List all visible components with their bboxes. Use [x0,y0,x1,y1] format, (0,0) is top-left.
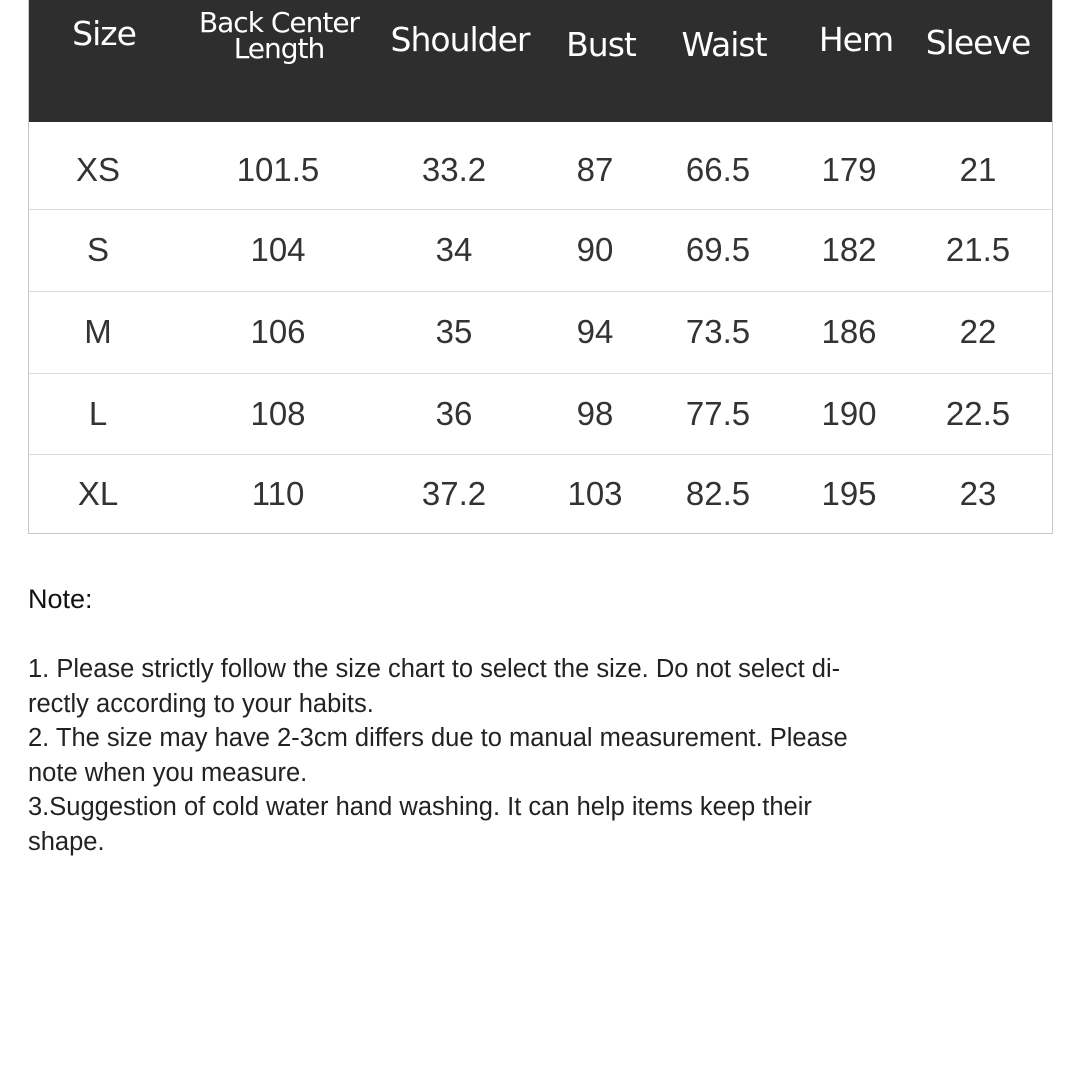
note-line: 2. The size may have 2-3cm differs due t… [28,724,848,753]
header-back-center-length: Back Center Length [198,6,360,65]
note-line: 3.Suggestion of cold water hand washing.… [28,793,812,822]
header-line: Back Center [198,6,360,39]
measurement-cell: 94 [576,313,614,350]
measurement-cell: 23 [959,475,997,512]
measurement-cell: 77.5 [685,394,751,432]
measurement-cell: 73.5 [685,313,751,350]
measurement-cell: 37.2 [421,475,487,512]
table-row: XS 101.5 33.2 87 66.5 179 21 [29,130,1052,210]
table-row: L 108 36 98 77.5 190 22.5 [29,373,1052,455]
measurement-cell: 190 [821,394,877,432]
note-line: rectly according to your habits. [28,689,374,718]
measurement-cell: 106 [250,313,306,350]
note-line: shape. [28,827,105,856]
header-waist: Waist [681,25,767,64]
table-header: Size Back Center Length Shoulder Bust Wa… [29,0,1052,122]
measurement-cell: 103 [567,475,623,512]
measurement-cell: 195 [821,475,877,512]
size-cell: XL [77,475,119,512]
measurement-cell: 21.5 [945,231,1011,268]
note-line: 1. Please strictly follow the size chart… [28,655,841,683]
measurement-cell: 182 [821,231,877,268]
header-sleeve: Sleeve [925,23,1032,62]
measurement-cell: 87 [576,150,614,188]
measurement-cell: 36 [435,394,473,432]
notes-list: 1. Please strictly follow the size chart… [28,652,848,860]
size-cell: S [86,231,110,268]
header-size: Size [72,14,137,53]
measurement-cell: 110 [251,475,305,512]
measurement-cell: 186 [821,313,877,350]
measurement-cell: 101.5 [236,150,320,188]
table-row: S 104 34 90 69.5 182 21.5 [29,209,1052,292]
measurement-cell: 33.2 [421,150,487,188]
measurement-cell: 104 [250,231,306,268]
note-line: note when you measure. [28,758,308,787]
table-row: M 106 35 94 73.5 186 22 [29,291,1052,374]
measurement-cell: 69.5 [685,231,751,268]
measurement-cell: 22 [959,313,997,350]
measurement-cell: 82.5 [685,475,751,512]
measurement-cell: 66.5 [685,150,751,188]
measurement-cell: 34 [435,231,473,268]
header-hem: Hem [818,20,894,59]
table-row: XL 110 37.2 103 82.5 195 23 [29,454,1052,534]
header-shoulder: Shoulder [390,20,531,59]
measurement-cell: 35 [435,313,473,350]
header-line: Length [233,32,326,65]
measurement-cell: 21 [959,150,997,188]
header-bust: Bust [566,25,637,64]
measurement-cell: 90 [576,231,614,268]
measurement-cell: 98 [576,394,614,432]
measurement-cell: 179 [821,150,877,188]
measurement-cell: 22.5 [945,394,1011,432]
measurement-cell: 108 [250,394,306,432]
size-cell: M [84,313,112,350]
size-chart-table: Size Back Center Length Shoulder Bust Wa… [28,0,1053,534]
size-cell: XS [75,150,121,188]
note-title: Note: [28,584,93,614]
size-cell: L [88,394,108,432]
